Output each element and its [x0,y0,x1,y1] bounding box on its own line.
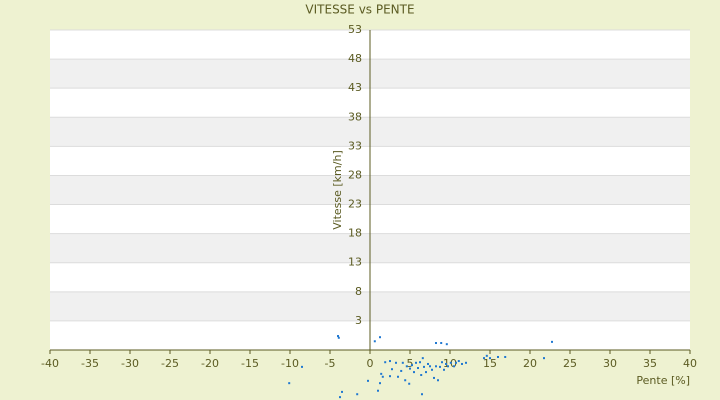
point [440,342,443,345]
point [373,340,376,343]
point [429,365,431,368]
point [377,389,379,392]
y-tick-label: 28 [348,168,362,181]
point [384,361,387,364]
x-tick-label: -35 [81,357,99,370]
point [433,376,435,379]
x-tick-label: -10 [281,357,299,370]
x-tick-label: -5 [325,357,336,370]
chart-title: VITESSE vs PENTE [305,3,414,17]
point [435,365,437,368]
point [379,382,381,385]
point [443,368,445,371]
y-tick-label: 38 [348,110,362,123]
point [404,379,407,382]
x-tick-label: 40 [683,357,697,370]
point [405,365,408,368]
point [391,368,393,371]
point [457,360,460,363]
point [447,365,449,368]
point [439,365,441,368]
point [461,362,463,365]
point [497,355,499,358]
point [425,371,427,374]
point [409,367,411,370]
point [551,340,553,343]
point [381,375,384,378]
point [401,361,404,364]
point [427,362,429,365]
point [455,361,457,364]
point [380,372,383,375]
point [465,361,467,364]
point [437,379,439,382]
x-tick-label: 35 [643,357,657,370]
y-tick-label: 3 [355,314,362,327]
y-axis-label: Vitesse [km/h] [331,150,344,230]
y-tick-label: 23 [348,198,362,211]
y-tick-label: 18 [348,227,362,240]
point [395,361,397,364]
point [337,335,339,338]
point [543,357,545,360]
point [421,357,424,360]
point [415,361,417,364]
y-tick-label: 8 [355,285,362,298]
point [453,365,455,368]
x-tick-label: 0 [367,357,374,370]
x-tick-label: 15 [483,357,497,370]
point [504,355,507,358]
point [337,336,340,339]
point [389,360,391,363]
x-tick-label: 20 [523,357,537,370]
point [435,342,437,345]
point [489,357,491,360]
point [413,371,415,374]
y-tick-label: 33 [348,139,362,152]
y-tick-label: 43 [348,81,362,94]
x-axis-label: Pente [%] [636,374,690,387]
point [301,365,303,368]
x-tick-label: 25 [563,357,577,370]
y-tick-label: 13 [348,256,362,269]
y-tick-label: 53 [348,23,362,36]
point [417,367,419,370]
point [339,396,341,399]
point [483,357,485,360]
point [408,382,411,385]
point [288,382,291,385]
point [420,374,423,377]
point [367,379,369,382]
point [431,368,433,371]
point [341,390,343,393]
point [400,369,403,372]
point [389,375,391,378]
point [356,393,359,396]
point [445,343,448,346]
x-tick-label: 30 [603,357,617,370]
y-tick-label: 48 [348,52,362,65]
point [411,364,413,367]
x-tick-label: 5 [407,357,414,370]
point [379,336,381,339]
x-tick-label: -15 [241,357,259,370]
point [421,393,423,396]
x-tick-label: -40 [41,357,59,370]
x-tick-label: -30 [121,357,139,370]
x-tick-label: -20 [201,357,219,370]
point [441,361,443,364]
point [445,362,447,365]
point [485,354,488,357]
x-tick-label: -25 [161,357,179,370]
point [419,361,421,364]
point [397,375,399,378]
point [423,365,425,368]
point [449,361,452,364]
